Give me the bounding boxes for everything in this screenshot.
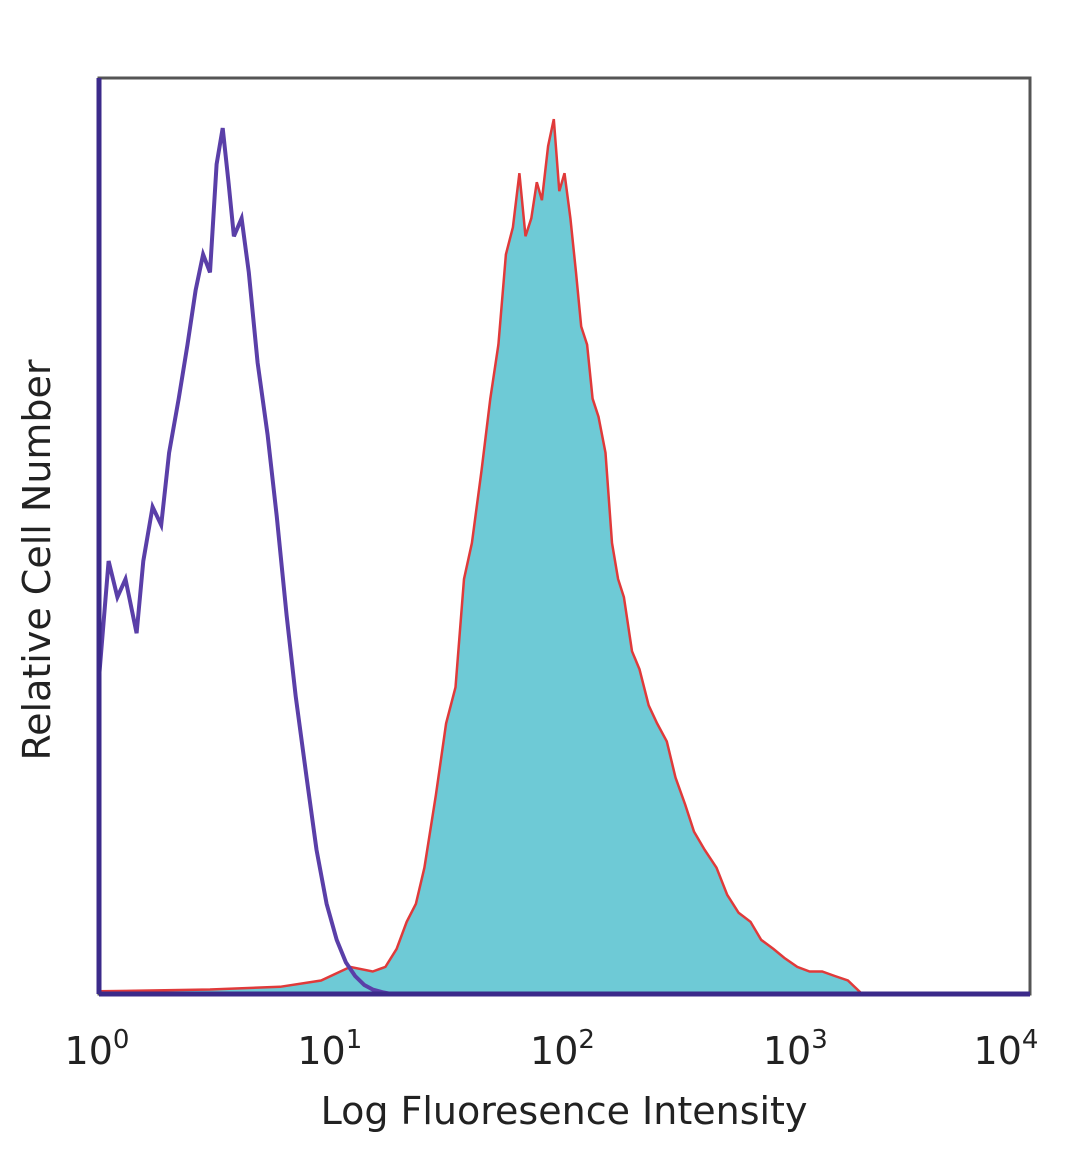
x-tick-label: 100 bbox=[65, 1025, 130, 1073]
y-axis-title: Relative Cell Number bbox=[15, 359, 59, 760]
series-outline-histogram bbox=[97, 127, 1030, 996]
x-tick-labels: 100 101 102 103 104 bbox=[65, 1025, 1039, 1073]
x-axis-title: Log Fluoresence Intensity bbox=[321, 1089, 808, 1133]
series-filled-histogram bbox=[99, 119, 1030, 995]
series-filled-edge bbox=[98, 118, 1030, 996]
x-tick-label: 101 bbox=[297, 1025, 362, 1073]
x-tick-label: 104 bbox=[974, 1025, 1039, 1073]
x-tick-label: 103 bbox=[763, 1025, 828, 1073]
x-tick-label: 102 bbox=[530, 1025, 595, 1073]
